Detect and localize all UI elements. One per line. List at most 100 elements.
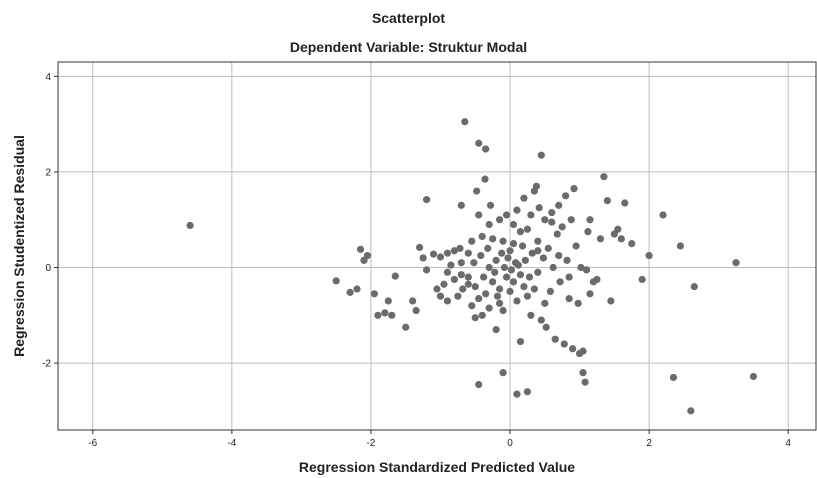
data-point [523, 388, 532, 396]
data-point [607, 297, 615, 305]
data-point [628, 240, 636, 248]
data-point [600, 173, 608, 181]
data-point [482, 290, 490, 298]
data-point [516, 337, 525, 346]
y-tick-label: 2 [45, 167, 51, 178]
data-point [534, 268, 542, 276]
data-point [489, 235, 497, 243]
data-point [468, 302, 476, 310]
data-point [586, 216, 594, 224]
data-point [186, 221, 194, 230]
data-point [525, 273, 534, 281]
data-point [528, 249, 536, 257]
data-point [603, 196, 611, 205]
data-point [450, 247, 458, 255]
data-point [457, 271, 465, 279]
data-point [457, 201, 465, 209]
data-point [504, 254, 512, 262]
data-point [495, 216, 504, 224]
data-point [548, 208, 556, 217]
data-point [464, 273, 472, 281]
data-point [456, 244, 464, 252]
data-point [482, 145, 490, 153]
data-point [584, 228, 592, 236]
data-point [475, 380, 483, 389]
data-point [443, 297, 452, 305]
data-point [558, 223, 566, 231]
data-point [471, 314, 479, 322]
x-tick-label: -6 [88, 438, 97, 449]
data-point [484, 244, 492, 252]
data-point [659, 211, 667, 219]
data-point [471, 283, 479, 291]
data-point [470, 259, 478, 267]
data-point [569, 345, 577, 353]
data-point [532, 182, 541, 190]
data-point [475, 294, 483, 303]
data-point [374, 311, 382, 319]
data-point [509, 220, 518, 229]
data-point [541, 299, 549, 307]
data-point [493, 292, 502, 300]
data-point [596, 235, 605, 243]
data-point [499, 369, 507, 377]
data-point [548, 218, 556, 226]
data-point [491, 268, 499, 276]
data-point [416, 243, 424, 252]
plot-frame [57, 61, 817, 431]
data-point [556, 278, 564, 286]
data-point [475, 211, 483, 219]
data-point [617, 235, 625, 243]
data-point [527, 211, 535, 219]
data-point [614, 225, 622, 233]
data-point [485, 263, 493, 272]
data-point [579, 347, 587, 355]
data-point [479, 273, 488, 281]
data-point [422, 196, 431, 204]
data-point [370, 290, 379, 298]
data-point [457, 259, 465, 267]
y-tick-label: 4 [45, 72, 51, 83]
data-point [502, 211, 511, 219]
data-point [572, 242, 580, 250]
data-point [422, 266, 431, 274]
data-point [544, 244, 552, 252]
data-point [516, 228, 525, 236]
data-point [502, 273, 511, 281]
data-point [419, 254, 427, 262]
data-point [332, 277, 340, 285]
data-point [485, 220, 493, 229]
data-point [577, 263, 585, 272]
x-axis-label: Regression Standardized Predicted Value [298, 459, 576, 475]
data-point [555, 251, 563, 260]
data-point [478, 311, 486, 319]
data-point [486, 201, 495, 209]
data-point [381, 309, 389, 317]
data-point [443, 249, 452, 257]
data-point [621, 199, 629, 207]
data-point [537, 316, 545, 324]
data-point [530, 285, 538, 293]
data-point [481, 175, 489, 183]
data-point [477, 251, 485, 260]
data-point [555, 201, 563, 209]
data-point [433, 285, 441, 293]
x-tick-label: -2 [366, 438, 375, 449]
data-point [489, 278, 497, 286]
data-point [542, 323, 550, 331]
data-point [527, 311, 535, 319]
data-point [356, 245, 365, 253]
data-point [478, 232, 486, 241]
data-point [346, 288, 354, 296]
data-point [535, 204, 543, 212]
data-point [513, 390, 521, 398]
data-point [388, 311, 396, 319]
data-point [539, 254, 547, 262]
data-point [565, 273, 573, 281]
data-point [579, 369, 587, 377]
data-point [513, 297, 521, 305]
data-point [507, 266, 516, 274]
data-point [409, 297, 417, 305]
data-point [549, 263, 557, 272]
